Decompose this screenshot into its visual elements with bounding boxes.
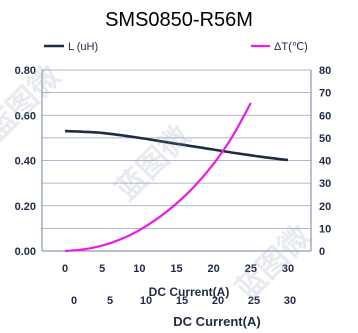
ghost-x-tick-3: 15 — [176, 295, 188, 307]
chart-title: SMS0850-R56M — [105, 9, 253, 31]
axes — [41, 70, 312, 252]
left-tick-0: 0.00 — [15, 246, 36, 258]
ghost-x-tick-5: 25 — [248, 295, 260, 307]
x-tick-2: 10 — [133, 263, 145, 275]
gridlines — [42, 69, 311, 252]
series-lines — [64, 102, 289, 253]
x-tick-3: 15 — [170, 263, 182, 275]
right-tick-7: 70 — [319, 88, 331, 100]
legend-label-1: ΔT(℃) — [274, 41, 308, 53]
legend-label-0: L (uH) — [68, 41, 98, 53]
right-tick-4: 40 — [319, 156, 331, 168]
right-tick-3: 30 — [319, 178, 331, 190]
left-tick-1: 0.20 — [15, 201, 36, 213]
right-tick-5: 50 — [319, 133, 331, 145]
left-tick-3: 0.60 — [15, 110, 36, 122]
x-tick-1: 5 — [99, 263, 105, 275]
series-line-1 — [64, 102, 252, 253]
x-tick-5: 25 — [245, 263, 257, 275]
x-axis-label: DC Current(A) — [149, 285, 230, 299]
ghost-x-axis-label: DC Current(A) — [173, 314, 260, 329]
ghost-duplicate-axis: 0 5 10 15 20 25 30 DC Current(A) — [71, 295, 296, 329]
x-tick-6: 30 — [282, 263, 294, 275]
watermark-2: 蓝图微 — [229, 219, 317, 307]
x-tick-0: 0 — [62, 263, 68, 275]
right-tick-0: 0 — [319, 246, 325, 258]
watermark-0: 蓝图微 — [0, 59, 67, 147]
right-tick-8: 80 — [319, 65, 331, 77]
x-tick-4: 20 — [208, 263, 220, 275]
ghost-x-tick-4: 20 — [212, 295, 224, 307]
left-tick-2: 0.40 — [15, 156, 36, 168]
tick-labels: 0.00 0.20 0.40 0.60 0.80 0 10 20 30 40 50 60 70 80 0 5 1… — [15, 65, 332, 275]
ghost-x-tick-2: 10 — [140, 295, 152, 307]
series-line-0 — [64, 129, 289, 162]
right-tick-2: 20 — [319, 201, 331, 213]
watermark-1: 蓝图微 — [109, 119, 197, 207]
right-tick-1: 10 — [319, 223, 331, 235]
ghost-x-tick-1: 5 — [107, 295, 113, 307]
ghost-x-tick-6: 30 — [284, 295, 296, 307]
ghost-x-tick-0: 0 — [71, 295, 77, 307]
left-tick-4: 0.80 — [15, 65, 36, 77]
right-tick-6: 60 — [319, 110, 331, 122]
legend: L (uH) ΔT(℃) — [44, 41, 308, 53]
